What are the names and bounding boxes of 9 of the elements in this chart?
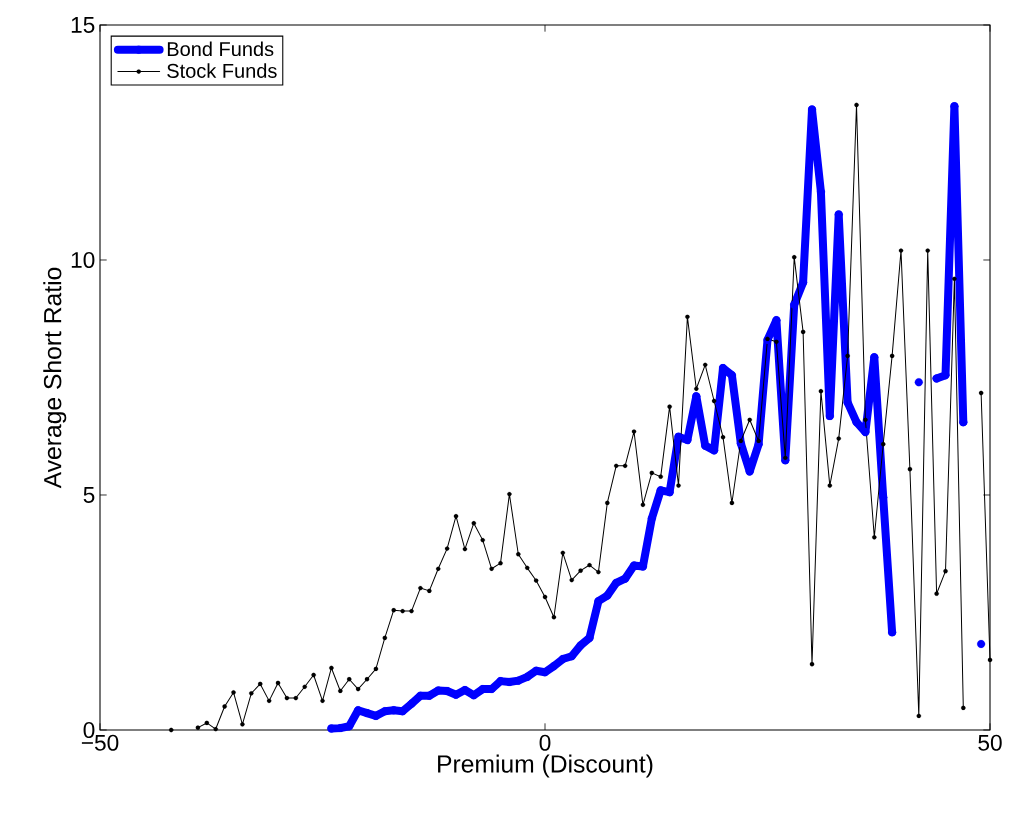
y-tick-label: 10 (71, 251, 95, 269)
x-tick-label: 0 (539, 734, 551, 751)
y-tick-label: 5 (83, 487, 95, 503)
y-axis-title: Average Short Ratio (43, 267, 67, 489)
legend-label: Stock Funds (167, 63, 277, 78)
x-axis-title: Premium (Discount) (438, 754, 653, 778)
y-tick-label: 15 (71, 17, 95, 33)
legend-label: Bond Funds (167, 41, 274, 57)
x-tick-label: 50 (978, 734, 1002, 751)
